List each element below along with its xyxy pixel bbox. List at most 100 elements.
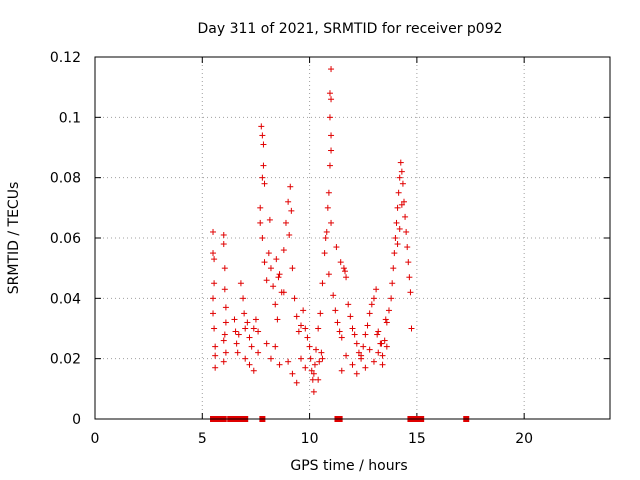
data-point	[404, 244, 411, 251]
data-point	[210, 295, 217, 302]
data-point	[326, 90, 333, 97]
data-point	[287, 183, 294, 190]
data-point	[273, 256, 280, 263]
data-point	[258, 123, 265, 130]
data-point	[241, 310, 248, 317]
data-point	[231, 316, 238, 323]
data-point	[408, 325, 415, 332]
data-point	[315, 325, 322, 332]
data-point	[212, 352, 219, 359]
data-point	[332, 307, 339, 314]
data-point	[393, 219, 400, 226]
y-axis-label: SRMTID / TECUs	[6, 182, 22, 295]
data-point	[379, 352, 386, 359]
data-point	[396, 225, 403, 232]
data-point	[336, 328, 343, 335]
data-point	[234, 349, 241, 356]
data-point	[246, 334, 253, 341]
x-tick-label: 15	[408, 431, 426, 447]
data-point	[394, 204, 401, 211]
data-point	[272, 343, 279, 350]
data-point	[403, 228, 410, 235]
data-point	[388, 295, 395, 302]
data-point	[310, 370, 317, 377]
data-point	[328, 96, 335, 103]
data-point	[244, 319, 251, 326]
data-point	[263, 340, 270, 347]
x-tick-label: 10	[301, 431, 319, 447]
data-point	[341, 268, 348, 275]
data-point	[334, 319, 341, 326]
data-point	[406, 274, 413, 281]
data-point	[349, 361, 356, 368]
data-point	[220, 231, 227, 238]
data-point	[343, 274, 350, 281]
data-point	[309, 376, 316, 383]
plot-frame	[94, 56, 611, 420]
data-point	[304, 334, 311, 341]
data-point	[319, 280, 326, 287]
data-point	[302, 364, 309, 371]
data-point	[330, 292, 337, 299]
data-point	[295, 328, 302, 335]
data-point	[394, 241, 401, 248]
data-point	[210, 250, 217, 257]
data-point	[221, 331, 228, 338]
data-point	[360, 343, 367, 350]
data-point	[391, 250, 398, 257]
x-tick-label: 5	[198, 431, 207, 447]
data-point	[210, 228, 217, 235]
data-point	[220, 337, 227, 344]
data-point	[317, 310, 324, 317]
data-point	[370, 358, 377, 365]
data-point	[261, 180, 268, 187]
data-point	[267, 355, 274, 362]
data-point	[288, 207, 295, 214]
data-point	[383, 319, 390, 326]
data-point	[364, 322, 371, 329]
data-point	[255, 349, 262, 356]
data-point	[255, 328, 262, 335]
y-tick-label: 0.04	[50, 291, 81, 307]
data-point	[375, 328, 382, 335]
data-point	[221, 286, 228, 293]
data-point	[259, 235, 266, 241]
data-point	[282, 219, 289, 226]
data-point	[337, 259, 344, 266]
data-point	[285, 198, 292, 205]
data-point	[325, 189, 332, 196]
data-point	[381, 337, 388, 344]
data-point	[298, 322, 304, 329]
y-tick-labels: 0 0.02 0.04 0.06 0.08 0.1 0.12	[50, 50, 81, 428]
data-point	[396, 174, 403, 181]
data-point	[211, 325, 218, 332]
x-tick-label: 20	[515, 431, 533, 447]
data-point	[351, 331, 358, 338]
data-point	[233, 340, 240, 347]
data-point	[374, 331, 381, 338]
data-point	[293, 379, 300, 386]
data-point	[316, 358, 323, 365]
data-point	[368, 301, 375, 308]
data-point	[379, 361, 386, 368]
data-point	[212, 364, 219, 371]
data-point	[289, 370, 296, 377]
data-point	[326, 162, 333, 169]
data-point	[275, 274, 282, 281]
data-point	[397, 159, 404, 166]
data-point	[338, 334, 345, 341]
y-tick-label: 0.08	[50, 171, 81, 187]
data-point	[322, 235, 329, 241]
grid-lines	[95, 57, 610, 419]
data-point	[328, 66, 335, 73]
y-tick-label: 0.1	[59, 110, 81, 126]
data-point	[260, 141, 267, 148]
data-point	[250, 325, 257, 332]
y-tick-label: 0	[72, 412, 81, 428]
data-point	[274, 316, 281, 323]
x-tick-labels: 0 5 10 15 20	[91, 431, 534, 447]
data-point	[280, 247, 287, 254]
data-point	[347, 313, 354, 320]
data-point	[242, 355, 249, 362]
